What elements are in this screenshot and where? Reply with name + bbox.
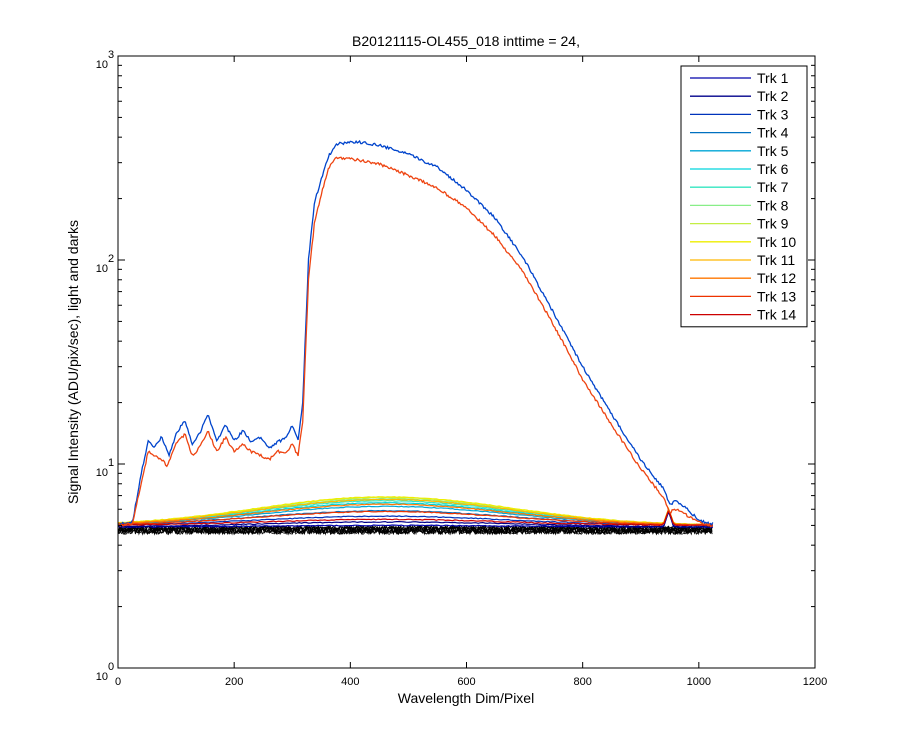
y-axis-label: Signal Intensity (ADU/pix/sec), light an…	[65, 220, 81, 504]
legend-label: Trk 4	[757, 125, 789, 141]
legend-box	[680, 65, 808, 328]
series-line-11	[118, 498, 713, 526]
y-tick-exponent: 3	[108, 49, 114, 61]
y-tick-exponent: 2	[108, 253, 114, 265]
y-tick-exponent: 0	[108, 661, 114, 673]
y-tick-exponent: 1	[108, 457, 114, 469]
series-line-5	[118, 505, 713, 526]
series-layer	[118, 139, 714, 536]
series-line-14	[118, 509, 713, 527]
legend-label: Trk 13	[757, 288, 796, 304]
light-curve-1	[118, 139, 714, 526]
x-tick-label: 400	[341, 676, 359, 688]
x-tick-label: 800	[573, 676, 591, 688]
legend-label: Trk 8	[757, 197, 789, 213]
chart-title: B20121115-OL455_018 inttime = 24,	[352, 33, 580, 49]
x-tick-label: 1200	[803, 676, 827, 688]
legend: Trk 1 Trk 2 Trk 3 Trk 4 Trk 5 Trk 6 Trk 7 Trk 8…	[680, 65, 808, 328]
legend-label: Trk 1	[757, 70, 789, 86]
legend-label: Trk 3	[757, 106, 789, 122]
legend-label: Trk 10	[757, 234, 796, 250]
legend-label: Trk 2	[757, 88, 789, 104]
x-tick-label: 0	[115, 676, 121, 688]
y-tick-label: 10	[96, 263, 108, 275]
series-line-10	[118, 496, 713, 526]
y-tick-label: 10	[96, 671, 108, 683]
x-tick-label: 600	[457, 676, 475, 688]
x-tick-label: 1000	[687, 676, 711, 688]
legend-label: Trk 12	[757, 270, 796, 286]
light-curve-2	[118, 156, 713, 528]
dark-frame-line	[118, 524, 713, 536]
x-tick-label: 200	[225, 676, 243, 688]
series-line-1	[118, 509, 713, 529]
legend-label: Trk 5	[757, 143, 789, 159]
legend-label: Trk 6	[757, 161, 789, 177]
x-axis-label: Wavelength Dim/Pixel	[398, 690, 534, 706]
y-tick-label: 10	[96, 59, 108, 71]
legend-label: Trk 14	[757, 307, 796, 323]
series-line-13	[118, 508, 713, 526]
legend-label: Trk 7	[757, 179, 789, 195]
legend-label: Trk 9	[757, 216, 789, 232]
series-line-2	[118, 509, 713, 528]
legend-label: Trk 11	[757, 252, 795, 268]
y-tick-label: 10	[96, 467, 108, 479]
series-line-12	[118, 503, 713, 526]
